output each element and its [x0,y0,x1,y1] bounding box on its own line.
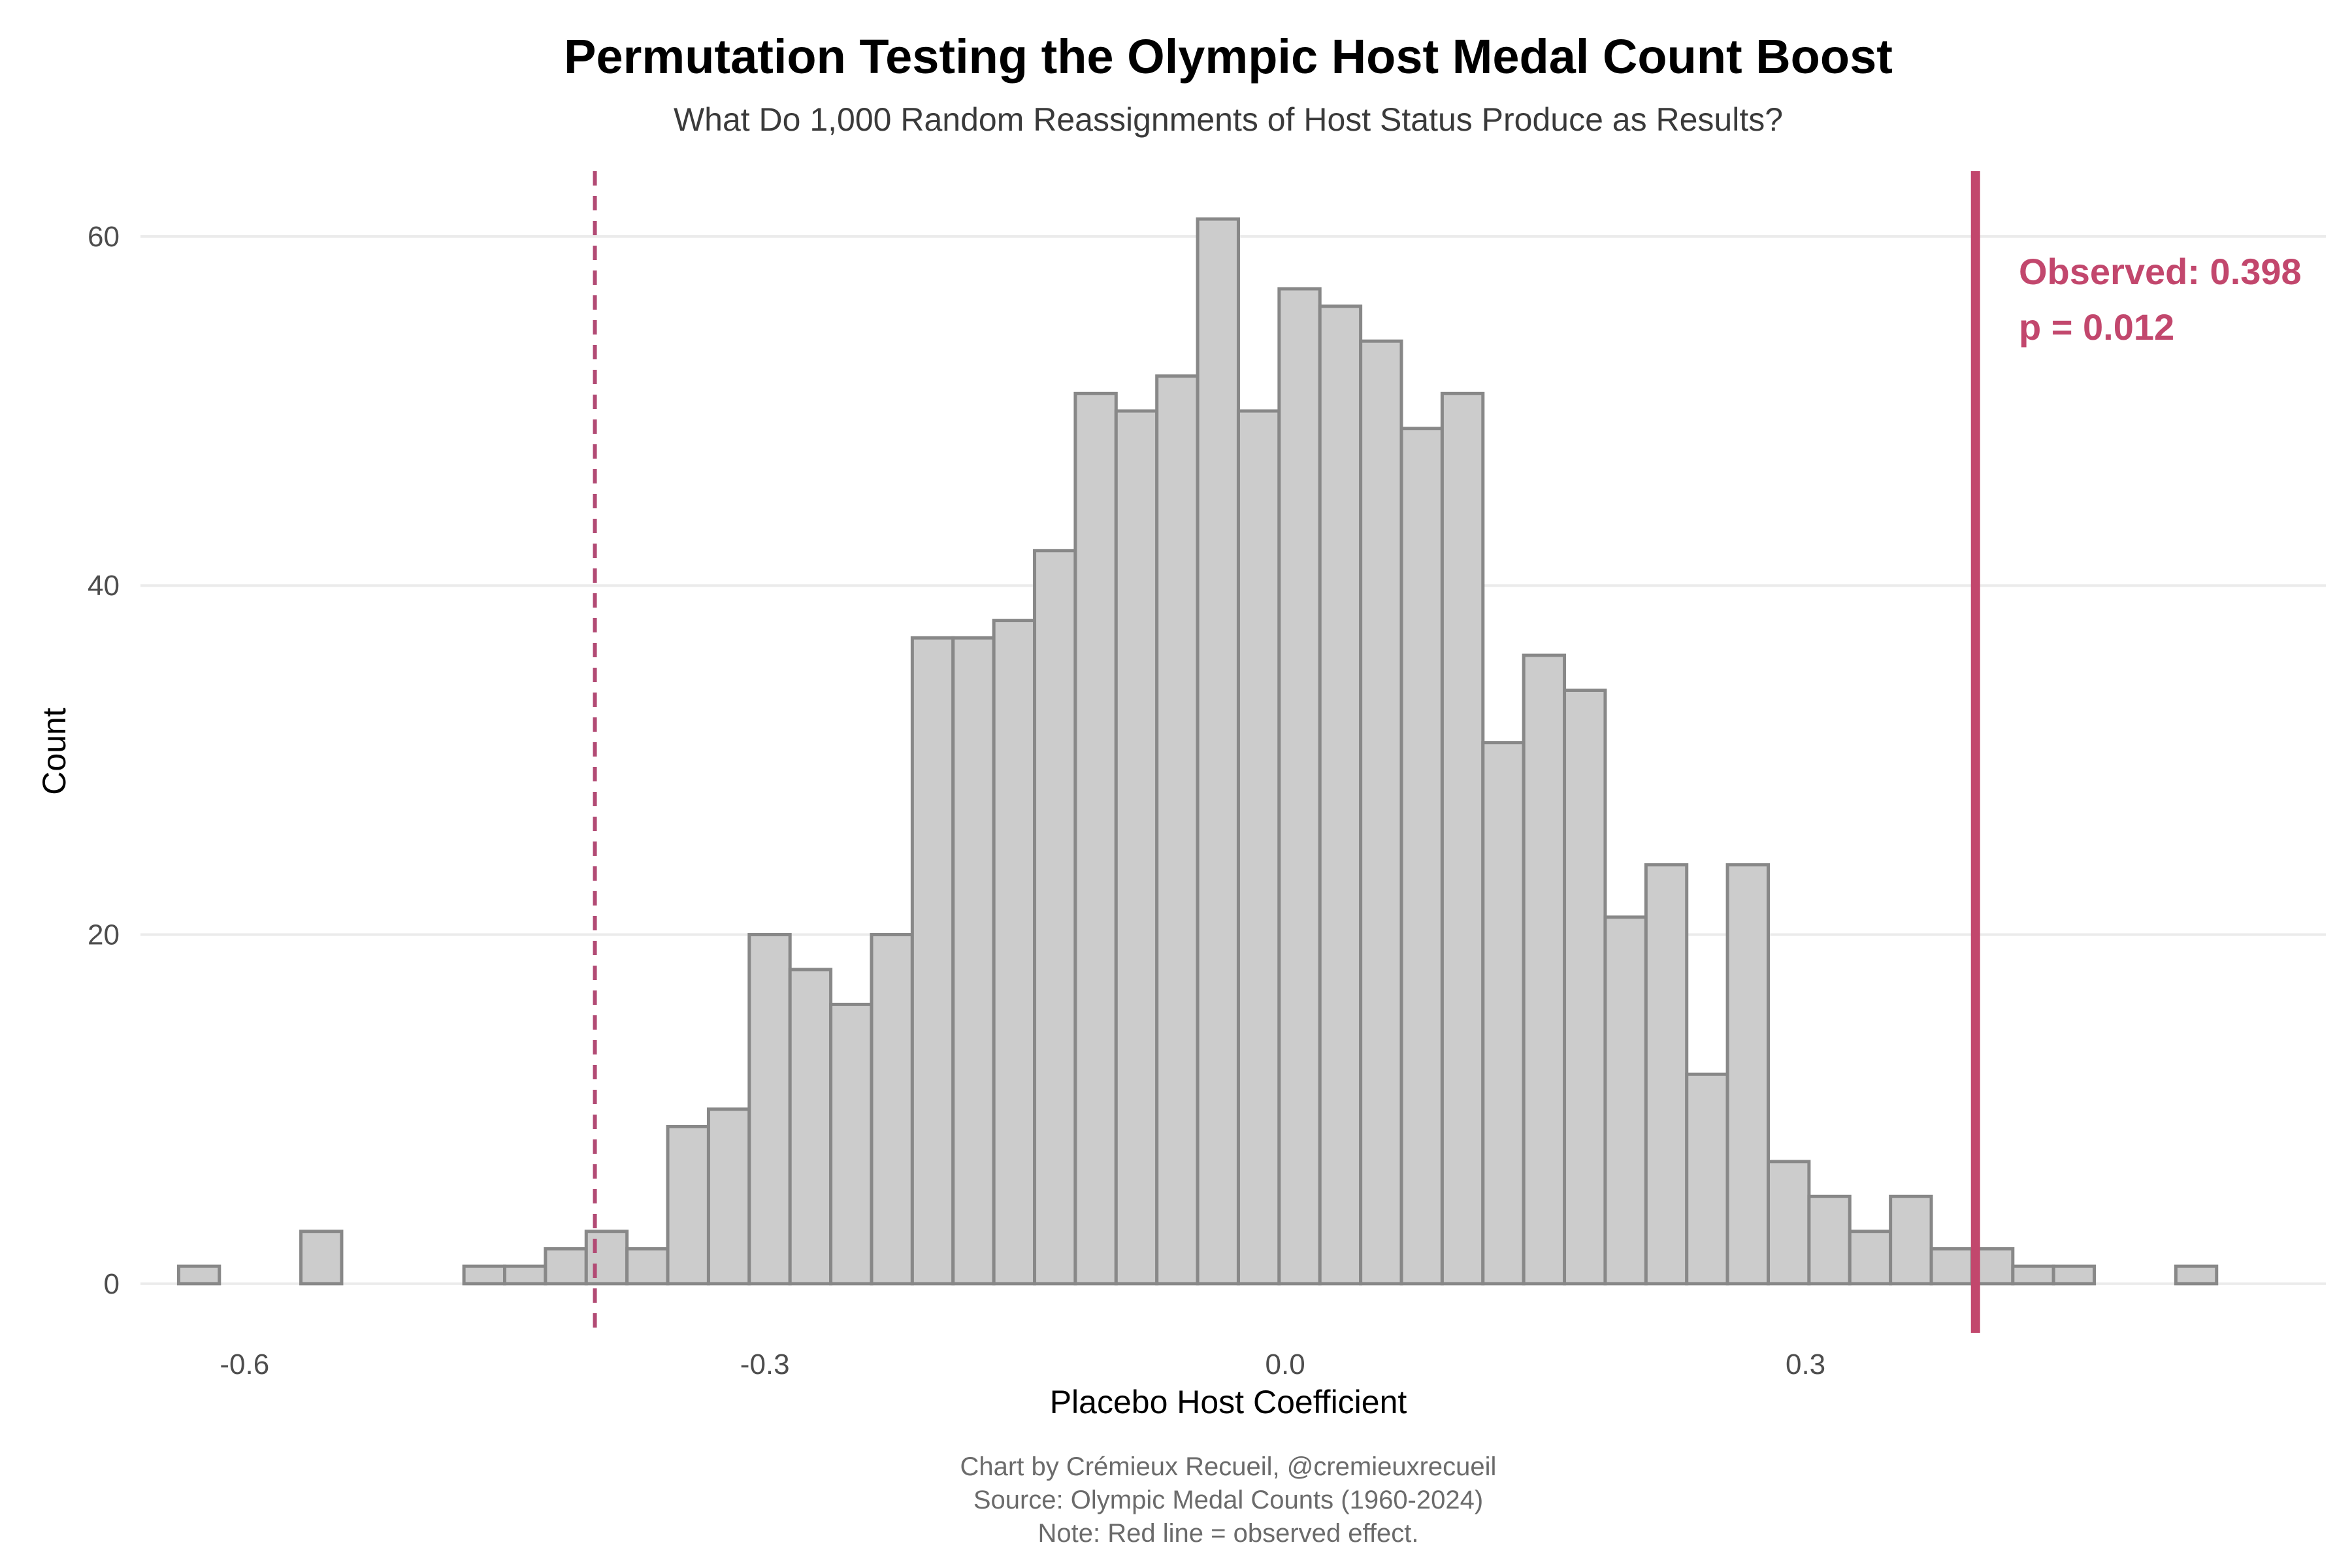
x-tick-label: -0.3 [740,1348,790,1380]
histogram-bar [1685,1072,1729,1286]
x-tick-label: 0.0 [1266,1348,1305,1380]
histogram-bar [1481,741,1526,1286]
x-tick-label: 0.3 [1786,1348,1825,1380]
y-tick-labels: 0 20 40 60 [88,221,120,1300]
histogram-bar [584,1230,629,1286]
histogram-bar [1073,391,1118,1286]
y-tick-label: 40 [88,570,120,602]
histogram-bar [1196,217,1240,1286]
histogram-bar [910,636,955,1286]
observed-value-label: Observed: 0.398 [2019,251,2302,292]
histogram-bar [1807,1194,1852,1286]
histogram-bar [625,1247,670,1286]
histogram-bar [176,1264,221,1286]
x-tick-labels: -0.6 -0.3 0.0 0.3 [220,1348,1825,1380]
histogram-bar [2051,1264,2097,1286]
y-tick-label: 0 [104,1268,120,1300]
histogram-bar [706,1107,751,1286]
histogram-bars [176,217,2219,1286]
histogram-bar [951,636,996,1286]
histogram-bar [1725,863,1770,1286]
histogram-bar [829,1002,874,1286]
caption-note: Note: Red line = observed effect. [1038,1519,1419,1548]
y-tick-label: 60 [88,221,120,253]
histogram-bar [1399,427,1444,1286]
histogram-bar [1236,409,1281,1286]
chart-subtitle: What Do 1,000 Random Reassignments of Ho… [674,101,1783,138]
caption-source: Source: Olympic Medal Counts (1960-2024) [973,1486,1483,1514]
histogram-bar [788,968,833,1286]
histogram-bar [2174,1264,2219,1286]
x-tick-label: -0.6 [220,1348,269,1380]
histogram-bar [870,933,914,1286]
x-axis-title: Placebo Host Coefficient [1050,1384,1407,1420]
histogram-bar [462,1264,507,1286]
histogram-bar [1848,1230,1893,1286]
histogram-bar [1766,1160,1811,1286]
p-value-label: p = 0.012 [2019,306,2174,348]
histogram-bar [299,1230,344,1286]
y-axis-title: Count [36,708,73,795]
histogram-bar [1033,549,1077,1286]
histogram-bar [1359,339,1403,1286]
reference-lines [593,171,1980,1333]
histogram-bar [1929,1247,1974,1286]
histogram-bar [666,1124,710,1286]
histogram-bar [747,933,792,1286]
histogram-bar [1155,374,1200,1286]
histogram-bar [1522,653,1567,1286]
histogram-bar [1644,863,1689,1286]
histogram-bar [992,619,1037,1286]
histogram-bar [1114,409,1159,1286]
histogram-bar [544,1247,588,1286]
chart-title: Permutation Testing the Olympic Host Med… [564,29,1893,84]
y-tick-label: 20 [88,919,120,951]
histogram-bar [1603,915,1648,1286]
histogram-bar [2011,1264,2055,1286]
histogram-bar [1318,304,1363,1286]
histogram-bar [503,1264,547,1286]
histogram-bar [1440,391,1485,1286]
caption-author: Chart by Crémieux Recueil, @cremieuxrecu… [960,1452,1497,1481]
histogram-bar [1563,688,1607,1286]
histogram-bar [1277,287,1322,1286]
histogram-bar [1889,1194,1933,1286]
